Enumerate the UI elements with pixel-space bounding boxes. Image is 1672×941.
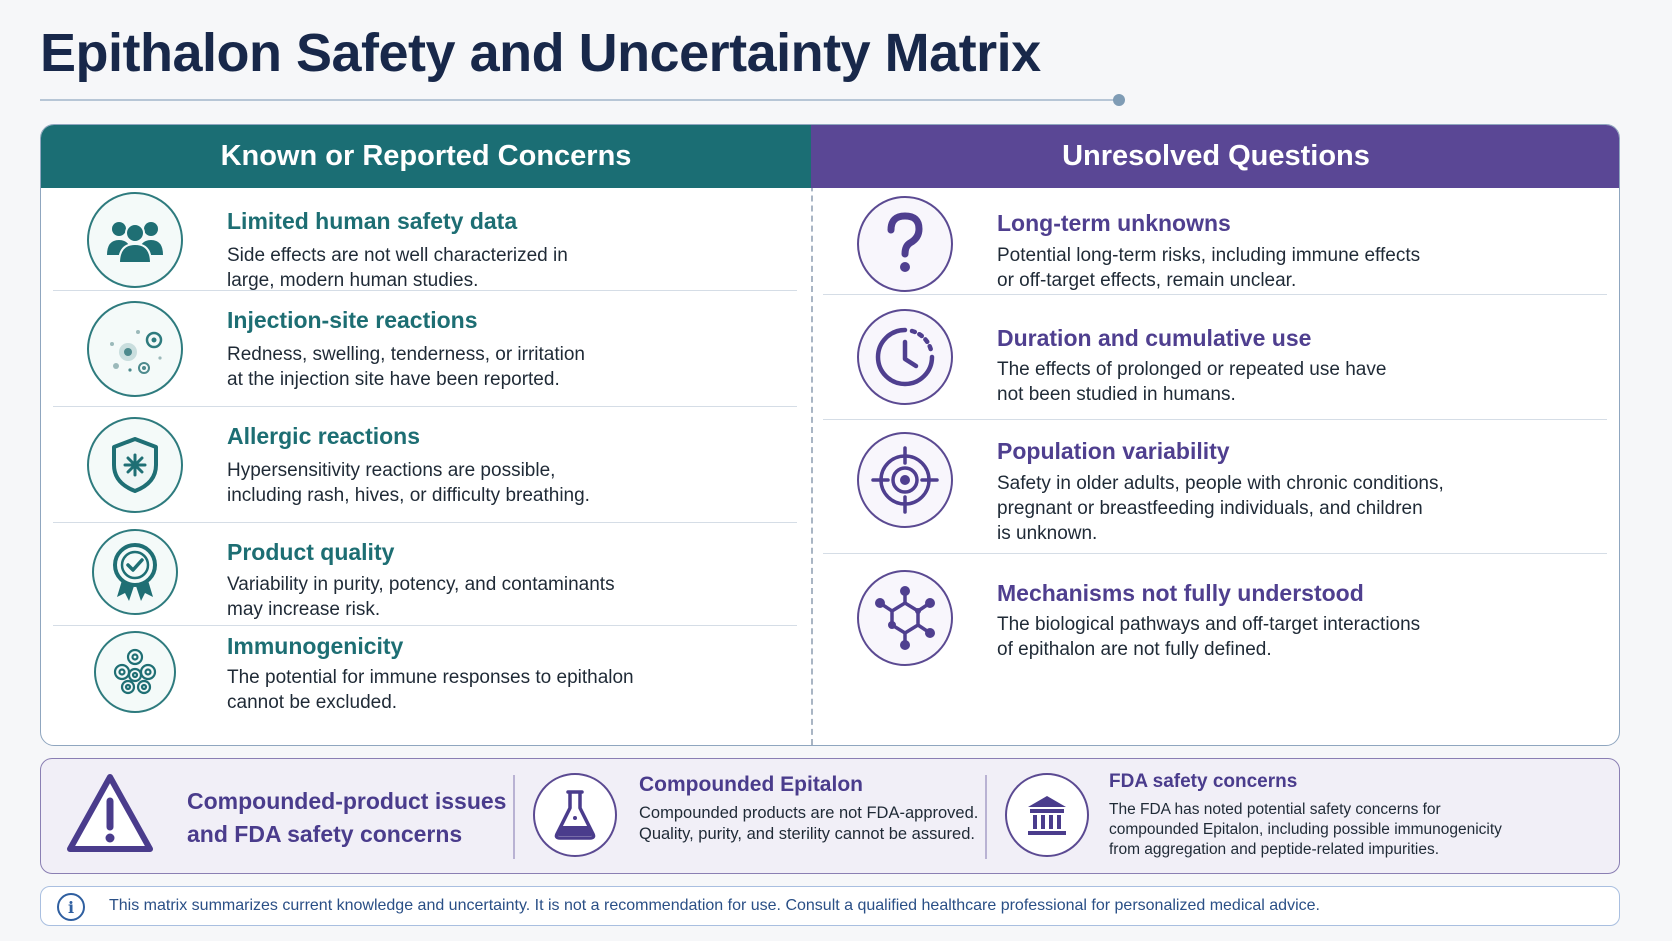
question-row: Duration and cumulative use The effects … <box>823 295 1607 420</box>
description-line: cannot be excluded. <box>227 692 398 713</box>
description-line: The biological pathways and off-target i… <box>997 614 1421 635</box>
concern-title: Immunogenicity <box>227 633 404 659</box>
concern-title: Injection-site reactions <box>227 307 478 333</box>
question-title: Mechanisms not fully understood <box>997 580 1364 606</box>
compounded-epitalon-title: Compounded Epitalon <box>639 773 863 796</box>
description-line: including rash, hives, or difficulty bre… <box>227 485 590 506</box>
question-row: Long-term unknowns Potential long-term r… <box>823 188 1607 295</box>
description-line: or off-target effects, remain unclear. <box>997 270 1297 291</box>
description-line: may increase risk. <box>227 599 381 620</box>
question-icon <box>857 196 953 292</box>
text-line: The FDA has noted potential safety conce… <box>1109 801 1441 818</box>
concern-title: Allergic reactions <box>227 423 421 449</box>
title-underline <box>40 99 1120 101</box>
known-concerns-header: Known or Reported Concerns <box>41 125 811 188</box>
concern-row: Injection-site reactions Redness, swelli… <box>53 291 797 407</box>
clock-icon <box>857 309 953 405</box>
fda-concerns-title: FDA safety concerns <box>1109 771 1298 792</box>
concern-row: Limited human safety data Side effects a… <box>53 188 797 291</box>
column-divider <box>811 125 813 745</box>
government-building-icon <box>1005 773 1089 857</box>
description-line: at the injection site have been reported… <box>227 369 560 390</box>
warning-triangle-icon <box>65 771 155 857</box>
description-line: Potential long-term risks, including imm… <box>997 245 1421 266</box>
description-line: of epithalon are not fully defined. <box>997 639 1272 660</box>
people-group-icon <box>87 192 183 288</box>
fda-concerns-text: The FDA has noted potential safety conce… <box>1109 800 1502 860</box>
description-line: Variability in purity, potency, and cont… <box>227 574 615 595</box>
unresolved-questions-header: Unresolved Questions <box>811 125 1619 188</box>
disclaimer-bar: i This matrix summarizes current knowled… <box>40 886 1620 926</box>
panel-separator <box>985 775 987 859</box>
safety-matrix: Known or Reported Concerns Limited human… <box>40 124 1620 746</box>
target-icon <box>857 432 953 528</box>
concern-description: Side effects are not well characterized … <box>227 243 697 293</box>
info-icon: i <box>57 893 85 921</box>
compounded-product-heading: Compounded-product issues and FDA safety… <box>187 785 507 851</box>
description-line: Safety in older adults, people with chro… <box>997 473 1444 494</box>
description-line: The potential for immune responses to ep… <box>227 667 634 688</box>
question-row: Mechanisms not fully understood The biol… <box>823 554 1607 744</box>
concern-row: Immunogenicity The potential for immune … <box>53 626 797 745</box>
page-title: Epithalon Safety and Uncertainty Matrix <box>40 23 1041 83</box>
description-line: not been studied in humans. <box>997 384 1236 405</box>
flask-icon <box>533 773 617 857</box>
shield-icon <box>87 417 183 513</box>
heading-line: Compounded-product issues <box>187 788 507 814</box>
molecule-icon <box>857 570 953 666</box>
cells-icon <box>94 631 176 713</box>
injection-site-icon <box>87 301 183 397</box>
description-line: pregnant or breastfeeding individuals, a… <box>997 498 1423 519</box>
compounded-epitalon-text: Compounded products are not FDA-approved… <box>639 803 978 845</box>
text-line: Quality, purity, and sterility cannot be… <box>639 825 975 843</box>
question-title: Long-term unknowns <box>997 210 1231 236</box>
concern-row: Product quality Variability in purity, p… <box>53 523 797 626</box>
concern-description: Hypersensitivity reactions are possible,… <box>227 458 697 508</box>
question-row: Population variability Safety in older a… <box>823 420 1607 554</box>
description-line: Hypersensitivity reactions are possible, <box>227 460 556 481</box>
text-line: compounded Epitalon, including possible … <box>1109 821 1502 838</box>
known-concerns-column: Known or Reported Concerns Limited human… <box>41 125 811 745</box>
concern-row: Allergic reactions Hypersensitivity reac… <box>53 407 797 523</box>
concern-description: The potential for immune responses to ep… <box>227 665 697 715</box>
question-description: Safety in older adults, people with chro… <box>997 471 1477 546</box>
text-line: Compounded products are not FDA-approved… <box>639 804 979 822</box>
description-line: Redness, swelling, tenderness, or irrita… <box>227 344 586 365</box>
question-description: Potential long-term risks, including imm… <box>997 243 1477 293</box>
question-title: Population variability <box>997 438 1230 464</box>
heading-line: and FDA safety concerns <box>187 821 463 847</box>
concern-description: Variability in purity, potency, and cont… <box>227 572 697 622</box>
question-description: The biological pathways and off-target i… <box>997 612 1477 662</box>
description-line: is unknown. <box>997 523 1098 544</box>
title-underline-dot <box>1113 94 1125 106</box>
unresolved-questions-column: Unresolved Questions Long-term unknowns … <box>811 125 1619 745</box>
concern-title: Limited human safety data <box>227 208 518 234</box>
compounded-product-panel: Compounded-product issues and FDA safety… <box>40 758 1620 874</box>
description-line: large, modern human studies. <box>227 270 479 291</box>
panel-separator <box>513 775 515 859</box>
description-line: The effects of prolonged or repeated use… <box>997 359 1387 380</box>
quality-badge-icon <box>92 529 178 615</box>
question-description: The effects of prolonged or repeated use… <box>997 357 1477 407</box>
concern-title: Product quality <box>227 539 395 565</box>
concern-description: Redness, swelling, tenderness, or irrita… <box>227 342 697 392</box>
description-line: Side effects are not well characterized … <box>227 245 568 266</box>
question-title: Duration and cumulative use <box>997 325 1312 351</box>
disclaimer-text: This matrix summarizes current knowledge… <box>109 897 1320 914</box>
text-line: from aggregation and peptide-related imp… <box>1109 841 1439 858</box>
